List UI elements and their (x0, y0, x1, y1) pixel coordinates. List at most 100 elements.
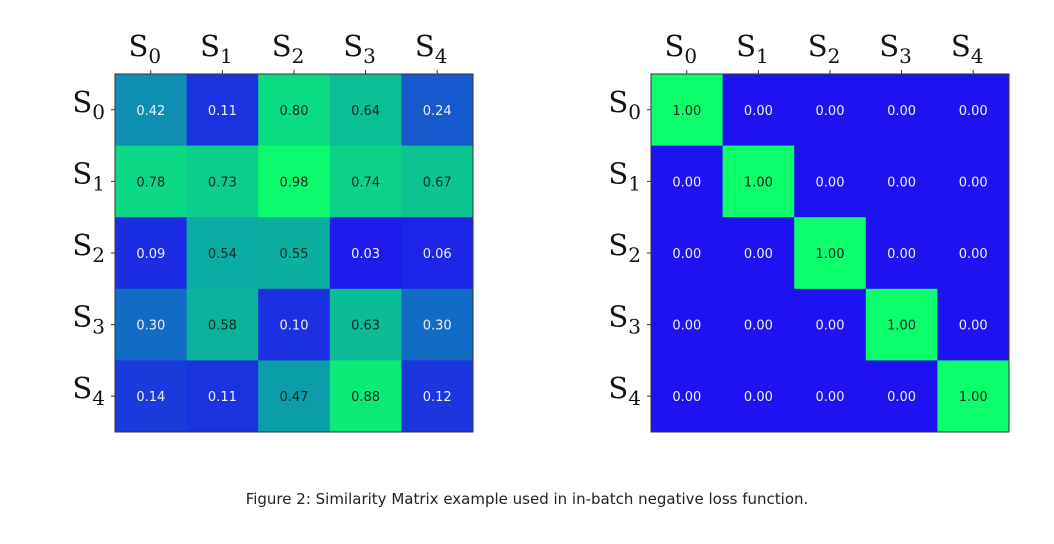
heatmap-cell (329, 217, 402, 290)
y-tick-label: S3 (72, 300, 105, 339)
cell-value-label: 0.67 (423, 175, 452, 190)
cell-value-label: 0.12 (423, 390, 452, 405)
cell-value-label: 0.00 (672, 390, 701, 405)
cell-value-label: 1.00 (744, 175, 773, 190)
heatmap-cell (329, 360, 402, 433)
heatmap-cell (865, 145, 938, 218)
cell-value-label: 0.00 (672, 175, 701, 190)
cell-value-label: 0.00 (672, 319, 701, 334)
cell-value-label: 0.30 (136, 319, 165, 334)
heatmap-cell (258, 217, 331, 290)
cell-value-label: 0.00 (744, 390, 773, 405)
cell-value-label: 0.10 (280, 319, 309, 334)
heatmap-cell (794, 145, 867, 218)
cell-value-label: 0.11 (208, 390, 237, 405)
cell-value-label: 0.00 (959, 175, 988, 190)
y-tick-label: S2 (72, 228, 105, 267)
heatmap-cell (115, 360, 187, 433)
heatmap-cell (115, 74, 187, 146)
cell-value-label: 0.00 (887, 104, 916, 119)
heatmap-left-svg: 0.42 0.11 0.80 0.64 0.24 0.78 0.73 0.98 0.74 0.67… (72, 29, 474, 433)
heatmap-cell (186, 145, 259, 218)
cell-value-label: 0.30 (423, 319, 452, 334)
cell-value-label: 0.00 (816, 390, 845, 405)
heatmap-cell (794, 360, 867, 433)
heatmap-cell (329, 288, 402, 361)
cell-value-label: 0.55 (280, 247, 309, 262)
similarity-heatmap-left: 0.42 0.11 0.80 0.64 0.24 0.78 0.73 0.98 0.74 0.67… (40, 0, 480, 450)
cell-value-label: 0.00 (959, 104, 988, 119)
cell-value-label: 0.00 (887, 175, 916, 190)
heatmap-cell (115, 217, 187, 290)
cell-value-label: 0.64 (351, 104, 380, 119)
heatmap-cell (401, 74, 474, 146)
cell-value-label: 1.00 (959, 390, 988, 405)
x-tick-label: S1 (200, 29, 233, 68)
heatmap-cell (722, 360, 795, 433)
heatmap-cell (651, 145, 723, 218)
cell-value-label: 0.00 (816, 104, 845, 119)
cell-value-label: 0.73 (208, 175, 237, 190)
cell-value-label: 0.00 (744, 247, 773, 262)
x-tick-label: S3 (343, 29, 376, 68)
heatmap-cell (937, 360, 1010, 433)
cell-value-label: 0.00 (959, 247, 988, 262)
heatmap-cell (937, 74, 1010, 146)
similarity-heatmap-right: 1.00 0.00 0.00 0.00 0.00 0.00 1.00 0.00 0.00 0.00… (576, 0, 1016, 450)
cell-value-label: 0.00 (672, 247, 701, 262)
heatmap-cell (258, 288, 331, 361)
cell-value-label: 0.11 (208, 104, 237, 119)
heatmap-cell (651, 74, 723, 146)
y-tick-label: S1 (72, 156, 105, 195)
heatmap-cell (186, 360, 259, 433)
cell-value-label: 0.03 (351, 247, 380, 262)
heatmap-cell (258, 360, 331, 433)
heatmap-cell (722, 288, 795, 361)
cell-value-label: 0.47 (280, 390, 309, 405)
heatmap-cell (794, 288, 867, 361)
heatmap-cell (865, 74, 938, 146)
heatmap-right-svg: 1.00 0.00 0.00 0.00 0.00 0.00 1.00 0.00 0.00 0.00… (608, 29, 1010, 433)
heatmap-cell (651, 360, 723, 433)
x-tick-label: S4 (415, 29, 448, 68)
heatmap-cell (865, 217, 938, 290)
cell-value-label: 0.00 (887, 390, 916, 405)
cell-value-label: 0.42 (136, 104, 165, 119)
heatmap-cell (794, 217, 867, 290)
cell-value-label: 0.78 (136, 175, 165, 190)
heatmap-cell (401, 217, 474, 290)
cell-value-label: 0.00 (816, 175, 845, 190)
y-tick-label: S4 (72, 371, 105, 410)
heatmap-cell (865, 288, 938, 361)
heatmap-cell (186, 288, 259, 361)
y-tick-label: S4 (608, 371, 641, 410)
y-tick-label: S0 (72, 85, 105, 124)
cell-value-label: 1.00 (816, 247, 845, 262)
heatmap-cell (722, 74, 795, 146)
heatmap-cell (722, 217, 795, 290)
heatmap-cell (258, 74, 331, 146)
cell-value-label: 0.98 (280, 175, 309, 190)
cell-value-label: 0.00 (959, 319, 988, 334)
cell-value-label: 0.06 (423, 247, 452, 262)
heatmap-cell (937, 217, 1010, 290)
x-tick-label: S0 (128, 29, 161, 68)
heatmap-cell (651, 288, 723, 361)
cell-value-label: 0.00 (887, 247, 916, 262)
y-tick-label: S0 (608, 85, 641, 124)
y-tick-label: S3 (608, 300, 641, 339)
y-tick-label: S2 (608, 228, 641, 267)
x-tick-label: S1 (736, 29, 769, 68)
cell-value-label: 0.00 (816, 319, 845, 334)
cell-value-label: 0.24 (423, 104, 452, 119)
cell-value-label: 0.00 (744, 104, 773, 119)
y-tick-label: S1 (608, 156, 641, 195)
cell-value-label: 1.00 (672, 104, 701, 119)
cell-value-label: 0.58 (208, 319, 237, 334)
cell-value-label: 0.88 (351, 390, 380, 405)
heatmap-cell (401, 360, 474, 433)
heatmap-cell (329, 145, 402, 218)
cell-value-label: 0.14 (136, 390, 165, 405)
heatmap-cell (258, 145, 331, 218)
